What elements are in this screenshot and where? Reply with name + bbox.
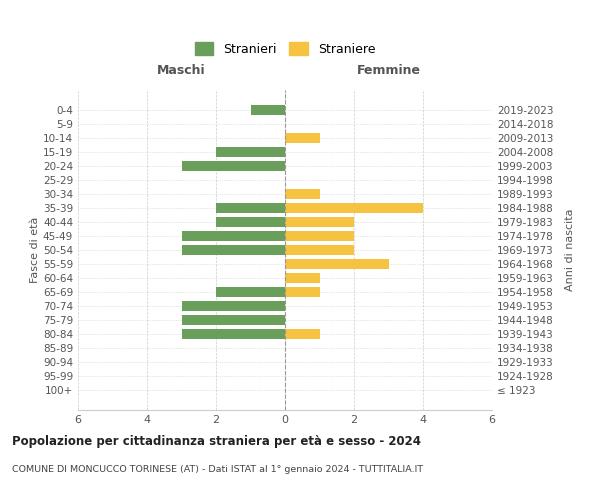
Text: COMUNE DI MONCUCCO TORINESE (AT) - Dati ISTAT al 1° gennaio 2024 - TUTTITALIA.IT: COMUNE DI MONCUCCO TORINESE (AT) - Dati … [12,465,423,474]
Bar [182,245,285,255]
Bar [285,259,389,269]
Text: Popolazione per cittadinanza straniera per età e sesso - 2024: Popolazione per cittadinanza straniera p… [12,435,421,448]
Text: Maschi: Maschi [157,64,206,77]
Y-axis label: Anni di nascita: Anni di nascita [565,209,575,291]
Bar [182,315,285,326]
Bar [182,231,285,241]
Bar [285,245,354,255]
Bar [216,217,285,227]
Bar [285,132,320,142]
Bar [216,146,285,157]
Bar [182,329,285,340]
Bar [285,203,423,213]
Y-axis label: Fasce di età: Fasce di età [30,217,40,283]
Bar [182,160,285,171]
Bar [251,104,285,115]
Bar [285,189,320,199]
Bar [285,273,320,283]
Bar [285,217,354,227]
Bar [285,231,354,241]
Text: Femmine: Femmine [356,64,421,77]
Bar [216,203,285,213]
Bar [182,301,285,311]
Bar [285,329,320,340]
Bar [285,287,320,297]
Legend: Stranieri, Straniere: Stranieri, Straniere [191,38,379,60]
Bar [216,287,285,297]
